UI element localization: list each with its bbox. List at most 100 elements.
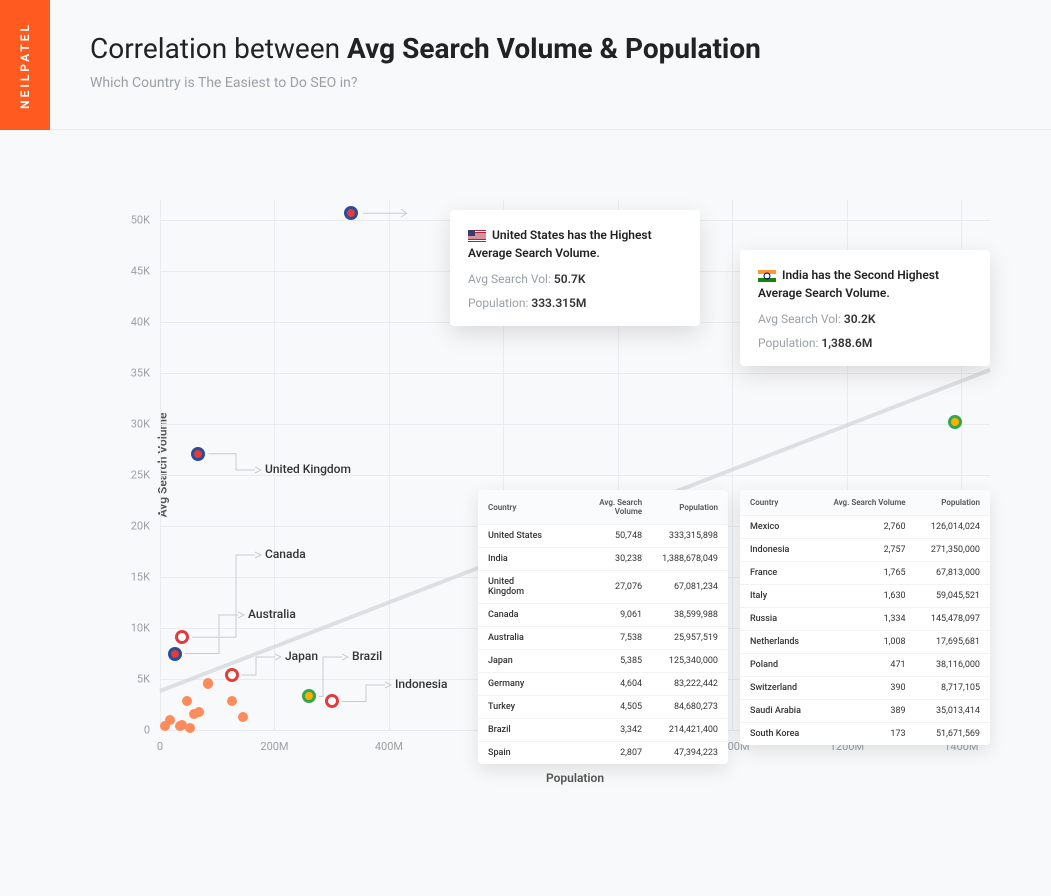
table-row: Japan5,385125,340,000 <box>478 650 728 673</box>
table-cell: 173 <box>816 723 915 746</box>
table-row: Poland47138,116,000 <box>740 654 990 677</box>
point-united-states <box>344 206 358 220</box>
page-title: Correlation between Avg Search Volume & … <box>90 32 1011 65</box>
flag-us-icon <box>468 230 486 242</box>
table-row: Switzerland3908,717,105 <box>740 677 990 700</box>
table-cell: France <box>740 562 816 585</box>
ytick-label: 40K <box>131 316 150 329</box>
table-cell: 145,478,097 <box>916 608 990 631</box>
table-row: Italy1,63059,045,521 <box>740 585 990 608</box>
card-in-title: India has the Second Highest Average Sea… <box>758 266 972 302</box>
ytick-label: 20K <box>131 520 150 533</box>
table-row: Spain2,80747,394,223 <box>478 742 728 765</box>
table-cell: Turkey <box>478 696 561 719</box>
flag-india-icon <box>758 270 776 282</box>
table-cell: Brazil <box>478 719 561 742</box>
table-cell: 390 <box>816 677 915 700</box>
table-cell: Switzerland <box>740 677 816 700</box>
page-subtitle: Which Country is The Easiest to Do SEO i… <box>90 75 1011 91</box>
table-cell: 1,630 <box>816 585 915 608</box>
table-row: Germany4,60483,222,442 <box>478 673 728 696</box>
table-cell: United States <box>478 525 561 548</box>
table-row: Netherlands1,00817,695,681 <box>740 631 990 654</box>
table-cell: Spain <box>478 742 561 765</box>
point-india <box>948 415 962 429</box>
ytick-label: 15K <box>131 571 150 584</box>
table-cell: Indonesia <box>740 539 816 562</box>
ytick-label: 35K <box>131 367 150 380</box>
point-italy <box>189 709 199 719</box>
data-table-right: CountryAvg. Search VolumePopulationMexic… <box>740 490 990 745</box>
table-header: Avg. Search Volume <box>561 490 652 525</box>
table-cell: Japan <box>478 650 561 673</box>
table-cell: 4,505 <box>561 696 652 719</box>
table-cell: Italy <box>740 585 816 608</box>
table-row: Canada9,06138,599,988 <box>478 604 728 627</box>
point-turkey <box>203 679 213 689</box>
table-cell: 7,538 <box>561 627 652 650</box>
callout-label-brazil: Brazil <box>352 649 382 663</box>
table-row: United Kingdom27,07667,081,234 <box>478 571 728 604</box>
table-row: Russia1,334145,478,097 <box>740 608 990 631</box>
table-cell: 30,238 <box>561 548 652 571</box>
point-saudi-arabia <box>175 721 185 731</box>
xtick-label: 400M <box>375 740 403 753</box>
callout-label-japan: Japan <box>285 649 318 663</box>
table-cell: 126,014,024 <box>916 516 990 539</box>
table-row: Indonesia2,757271,350,000 <box>740 539 990 562</box>
table-cell: 50,748 <box>561 525 652 548</box>
table-cell: 59,045,521 <box>916 585 990 608</box>
card-us-avg: Avg Search Vol: 50.7K <box>468 272 682 286</box>
table-cell: Australia <box>478 627 561 650</box>
table-row: Saudi Arabia38935,013,414 <box>740 700 990 723</box>
brand-text: NEILPATEL <box>18 22 32 109</box>
table-cell: 47,394,223 <box>652 742 728 765</box>
callout-card-india: India has the Second Highest Average Sea… <box>740 250 990 366</box>
table-cell: 8,717,105 <box>916 677 990 700</box>
table-left: CountryAvg. Search VolumePopulationUnite… <box>478 490 728 764</box>
table-cell: 471 <box>816 654 915 677</box>
table-cell: 333,315,898 <box>652 525 728 548</box>
callout-label-canada: Canada <box>265 547 306 561</box>
xtick-label: 0 <box>157 740 163 753</box>
table-cell: 17,695,681 <box>916 631 990 654</box>
title-pre: Correlation between <box>90 32 347 65</box>
table-row: Brazil3,342214,421,400 <box>478 719 728 742</box>
ytick-label: 30K <box>131 418 150 431</box>
point-japan <box>225 668 239 682</box>
table-row: South Korea17351,671,569 <box>740 723 990 746</box>
table-header: Country <box>740 490 816 516</box>
table-cell: Canada <box>478 604 561 627</box>
table-right: CountryAvg. Search VolumePopulationMexic… <box>740 490 990 745</box>
table-cell: Mexico <box>740 516 816 539</box>
table-cell: 83,222,442 <box>652 673 728 696</box>
table-cell: Germany <box>478 673 561 696</box>
table-row: Australia7,53825,957,519 <box>478 627 728 650</box>
card-us-title: United States has the Highest Average Se… <box>468 226 682 262</box>
callout-label-indonesia: Indonesia <box>395 677 447 691</box>
point-russia <box>238 712 248 722</box>
point-south-korea <box>185 723 195 733</box>
card-us-pop: Population: 333.315M <box>468 296 682 310</box>
table-row: India30,2381,388,678,049 <box>478 548 728 571</box>
table-cell: United Kingdom <box>478 571 561 604</box>
ytick-label: 45K <box>131 265 150 278</box>
card-in-avg: Avg Search Vol: 30.2K <box>758 312 972 326</box>
point-canada <box>175 630 189 644</box>
table-header: Population <box>916 490 990 516</box>
callout-label-united-kingdom: United Kingdom <box>265 462 351 476</box>
table-cell: 3,342 <box>561 719 652 742</box>
table-row: Mexico2,760126,014,024 <box>740 516 990 539</box>
table-cell: Poland <box>740 654 816 677</box>
point-australia <box>168 647 182 661</box>
point-switzerland <box>160 721 170 731</box>
point-mexico <box>227 696 237 706</box>
point-indonesia <box>325 694 339 708</box>
table-cell: 51,671,569 <box>916 723 990 746</box>
xtick-label: 200M <box>260 740 288 753</box>
table-cell: 1,388,678,049 <box>652 548 728 571</box>
ytick-label: 25K <box>131 469 150 482</box>
ytick-label: 50K <box>131 214 150 227</box>
table-header: Population <box>652 490 728 525</box>
table-cell: 38,116,000 <box>916 654 990 677</box>
